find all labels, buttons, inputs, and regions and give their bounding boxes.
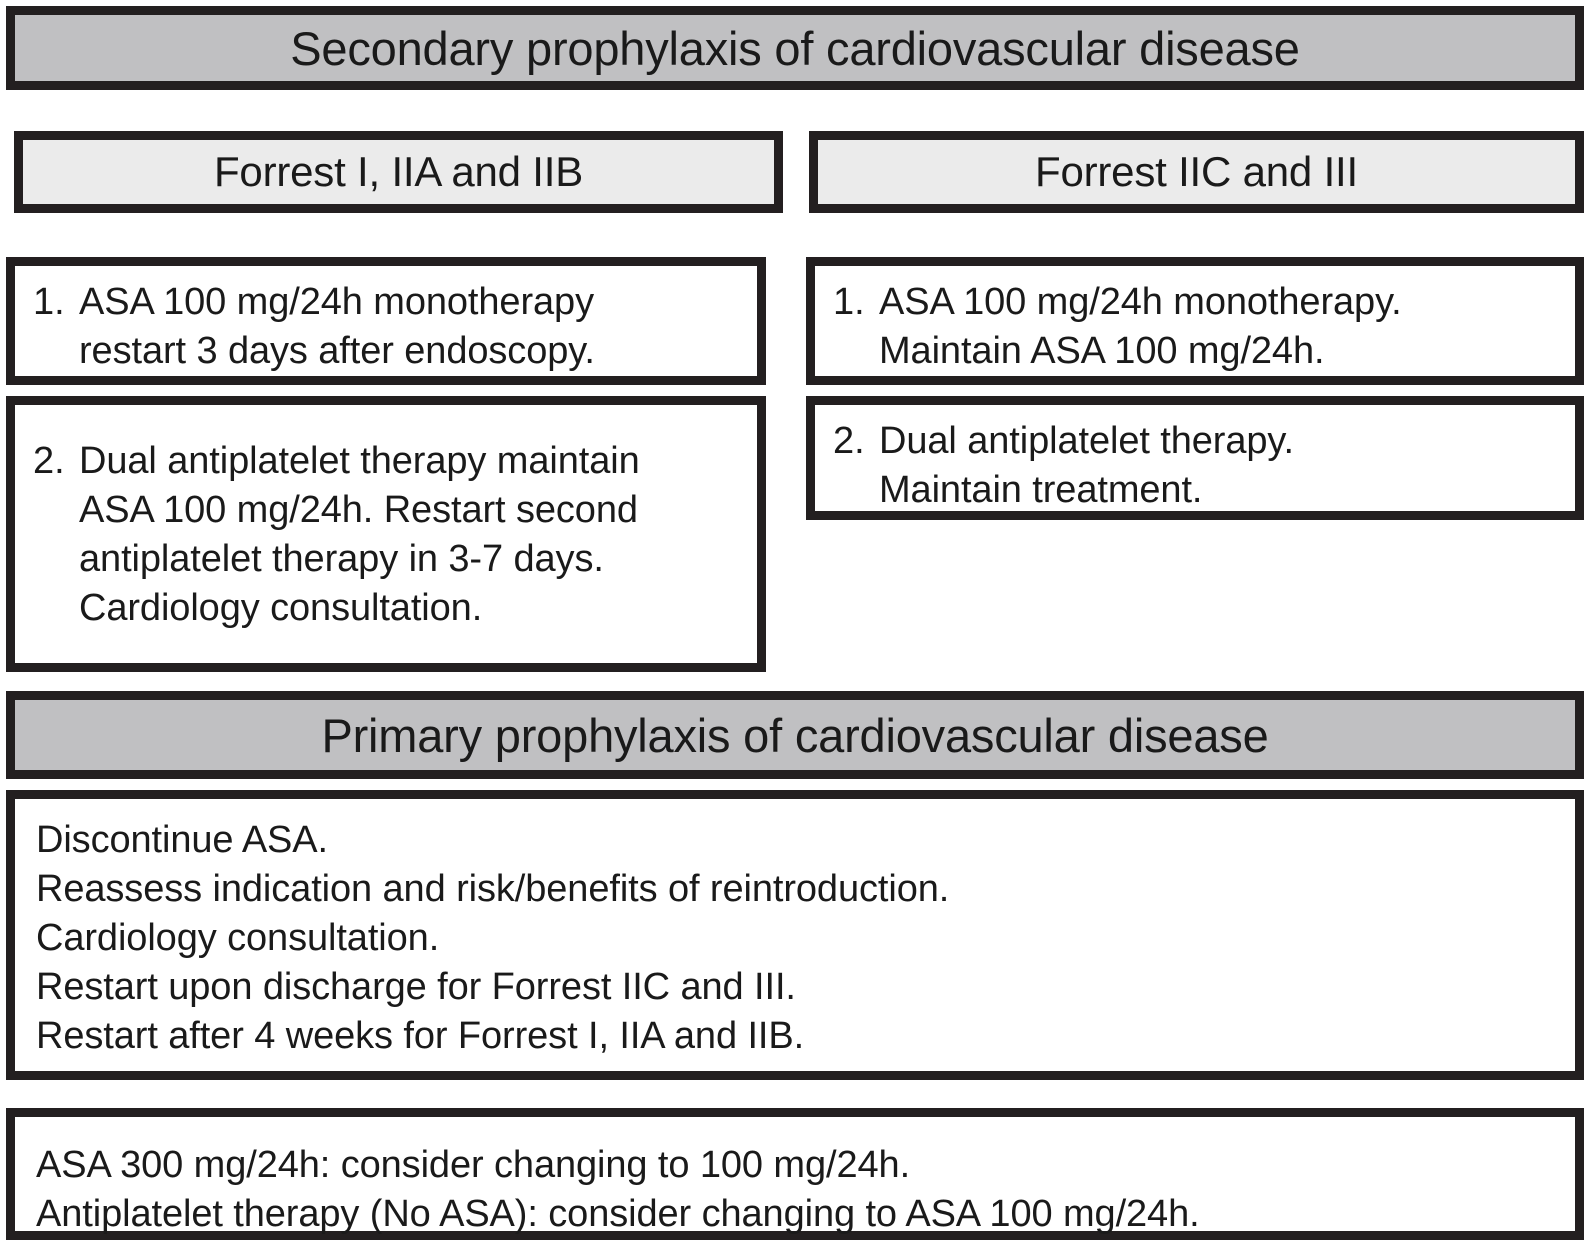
column-header-right-label: Forrest IIC and III: [1035, 148, 1358, 195]
secondary-prophylaxis-title: Secondary prophylaxis of cardiovascular …: [290, 21, 1300, 75]
right-column-item-1: 1. ASA 100 mg/24h monotherapy. Maintain …: [806, 257, 1584, 385]
column-header-left-label: Forrest I, IIA and IIB: [213, 148, 584, 195]
secondary-header-inner: Secondary prophylaxis of cardiovascular …: [15, 15, 1575, 81]
right-item-1-row: 1. ASA 100 mg/24h monotherapy. Maintain …: [833, 278, 1561, 376]
column-header-forrest-iic-iii: Forrest IIC and III: [809, 131, 1584, 213]
primary-instructions-text: Discontinue ASA. Reassess indication and…: [36, 819, 950, 1057]
right-item-2-row: 2. Dual antiplatelet therapy. Maintain t…: [833, 417, 1561, 515]
right-item-1-marker: 1.: [833, 281, 865, 323]
primary-instructions-box: Discontinue ASA. Reassess indication and…: [6, 790, 1584, 1080]
primary-prophylaxis-title: Primary prophylaxis of cardiovascular di…: [321, 708, 1269, 762]
right-item-1-text: ASA 100 mg/24h monotherapy. Maintain ASA…: [879, 281, 1402, 372]
left-column-item-2: 2. Dual antiplatelet therapy maintain AS…: [6, 396, 766, 672]
left-column-item-1: 1. ASA 100 mg/24h monotherapy restart 3 …: [6, 257, 766, 385]
column-header-forrest-i-iia-iib: Forrest I, IIA and IIB: [14, 131, 783, 213]
left-item-1-row: 1. ASA 100 mg/24h monotherapy restart 3 …: [33, 278, 743, 376]
column-header-right-inner: Forrest IIC and III: [818, 140, 1575, 204]
left-item-1-marker: 1.: [33, 281, 65, 323]
left-item-2-text: Dual antiplatelet therapy maintain ASA 1…: [79, 440, 640, 629]
left-item-2-row: 2. Dual antiplatelet therapy maintain AS…: [33, 437, 743, 633]
left-item-1-text: ASA 100 mg/24h monotherapy restart 3 day…: [79, 281, 595, 372]
right-item-2-text: Dual antiplatelet therapy. Maintain trea…: [879, 420, 1294, 511]
right-item-2-marker: 2.: [833, 420, 865, 462]
left-item-2-marker: 2.: [33, 440, 65, 482]
secondary-prophylaxis-header: Secondary prophylaxis of cardiovascular …: [6, 6, 1584, 90]
dose-notes-box: ASA 300 mg/24h: consider changing to 100…: [6, 1108, 1584, 1240]
dose-notes-text: ASA 300 mg/24h: consider changing to 100…: [36, 1144, 1200, 1235]
primary-header-inner: Primary prophylaxis of cardiovascular di…: [15, 700, 1575, 770]
primary-prophylaxis-header: Primary prophylaxis of cardiovascular di…: [6, 691, 1584, 779]
right-column-item-2: 2. Dual antiplatelet therapy. Maintain t…: [806, 396, 1584, 520]
column-header-left-inner: Forrest I, IIA and IIB: [23, 140, 774, 204]
